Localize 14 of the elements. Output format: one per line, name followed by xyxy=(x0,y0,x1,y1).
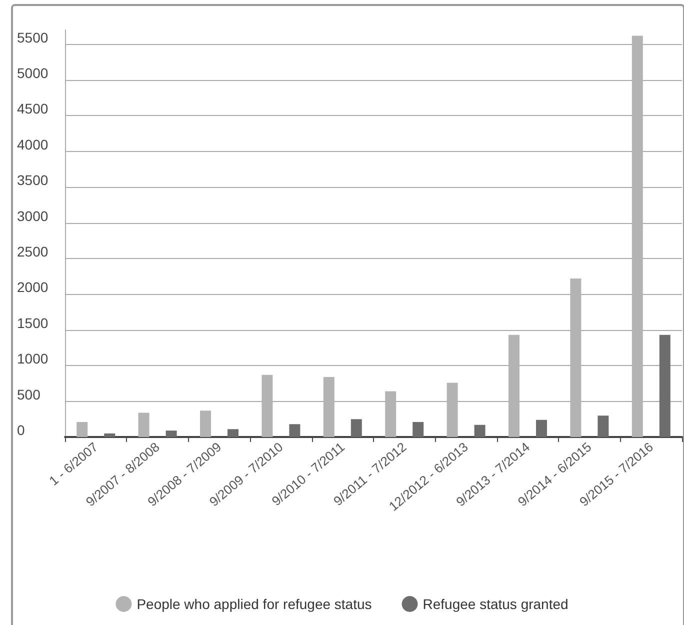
y-tick-label: 4500 xyxy=(17,100,48,117)
y-tick-label: 2000 xyxy=(17,279,48,296)
legend-label: People who applied for refugee status xyxy=(136,596,372,612)
y-tick-label: 500 xyxy=(17,386,41,402)
legend-label: Refugee status granted xyxy=(422,596,568,612)
y-tick-label: 0 xyxy=(17,422,25,438)
y-tick-label: 5500 xyxy=(17,29,48,46)
y-tick-label: 2500 xyxy=(17,243,48,260)
y-tick-label: 3000 xyxy=(17,208,48,224)
y-tick-label: 1000 xyxy=(17,350,48,367)
y-tick-label: 1500 xyxy=(17,314,48,331)
y-tick-label: 3500 xyxy=(17,172,48,188)
y-tick-label: 4000 xyxy=(17,136,48,152)
y-tick-label: 5000 xyxy=(17,64,48,81)
